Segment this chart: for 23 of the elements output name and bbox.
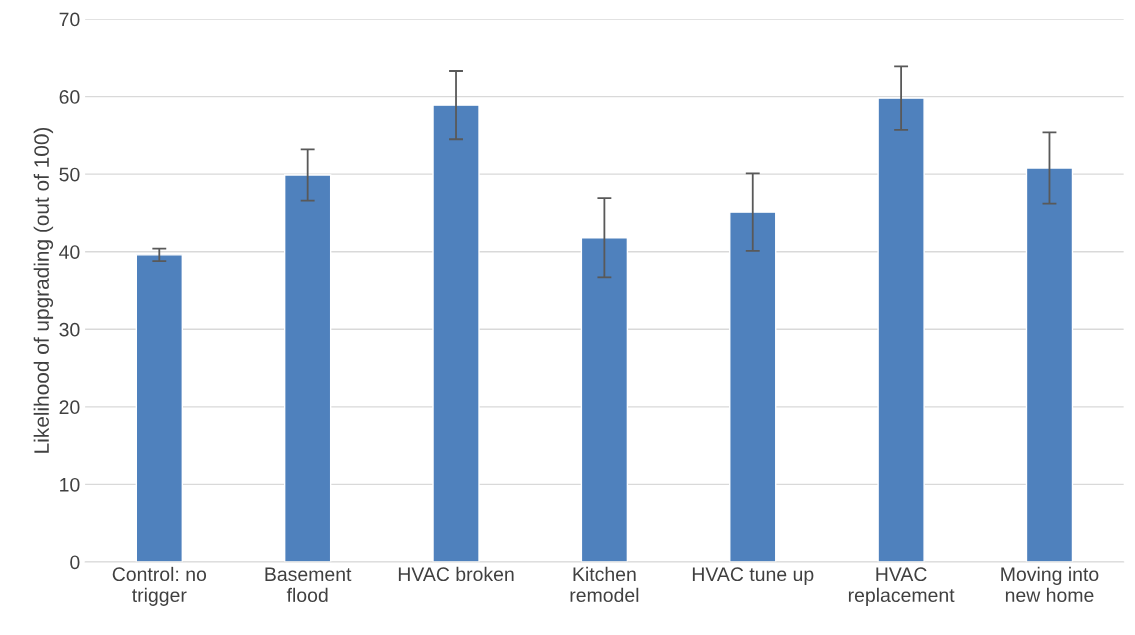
y-axis-title: Likelihood of upgrading (out of 100) bbox=[33, 127, 54, 453]
bar bbox=[877, 97, 925, 562]
x-tick-label: Control: no trigger bbox=[112, 566, 207, 606]
bar bbox=[580, 237, 629, 562]
bar bbox=[283, 174, 332, 562]
bar bbox=[1025, 167, 1074, 562]
y-tick-label: 50 bbox=[59, 167, 80, 182]
y-tick-label: 0 bbox=[70, 555, 80, 570]
x-tick-label: Kitchen remodel bbox=[570, 566, 639, 603]
bar bbox=[135, 254, 183, 562]
y-tick-label: 70 bbox=[59, 12, 80, 27]
bar bbox=[432, 104, 480, 562]
x-tick-label: Moving into new home bbox=[1001, 566, 1099, 603]
y-tick-label: 10 bbox=[60, 477, 80, 492]
y-tick-label: 60 bbox=[59, 90, 80, 104]
y-tick-label: 20 bbox=[59, 400, 80, 415]
bar bbox=[729, 211, 777, 562]
x-tick-label: HVAC broken bbox=[398, 566, 514, 582]
y-tick-label: 40 bbox=[59, 245, 80, 259]
x-tick-label: Basement flood bbox=[265, 567, 352, 603]
y-tick-label: 30 bbox=[59, 322, 80, 337]
x-tick-label: HVAC tune up bbox=[692, 567, 814, 585]
x-tick-label: HVAC replacement bbox=[848, 567, 955, 606]
